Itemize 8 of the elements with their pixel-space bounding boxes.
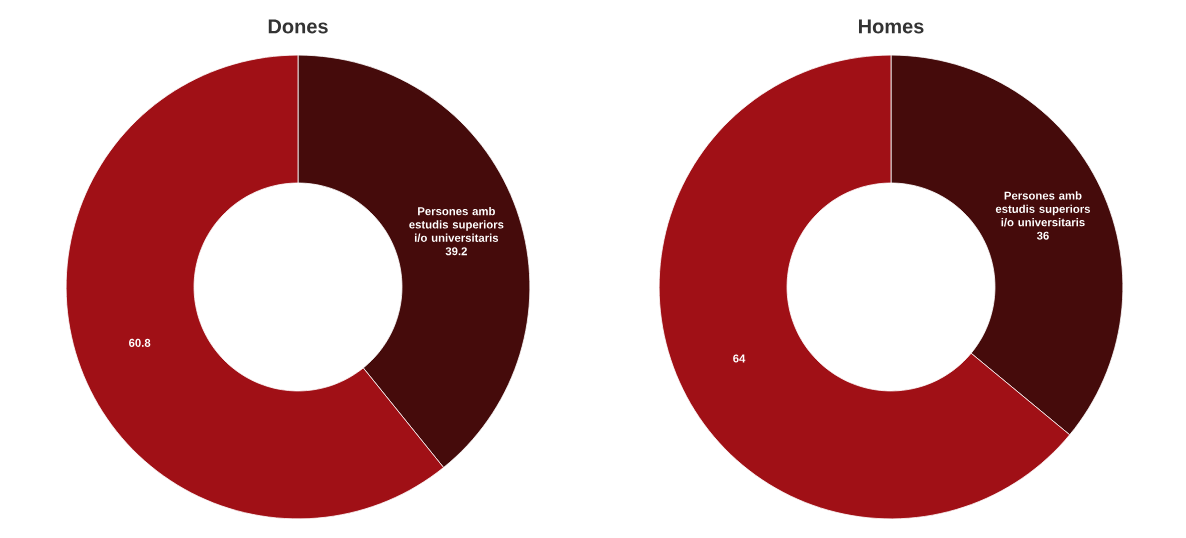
chart-title: Dones xyxy=(268,19,328,34)
slice-label: Persones amb estudis superiors i/o universitaris xyxy=(409,206,504,243)
data-label: 60.8 xyxy=(129,338,151,347)
chart-title: Homes xyxy=(859,19,924,34)
data-label: 39.2 xyxy=(445,247,467,256)
data-label: 36 xyxy=(1036,231,1049,240)
slice-label: Persones amb estudis superiors i/o universitaris xyxy=(995,191,1091,227)
data-label: 64 xyxy=(733,354,746,363)
